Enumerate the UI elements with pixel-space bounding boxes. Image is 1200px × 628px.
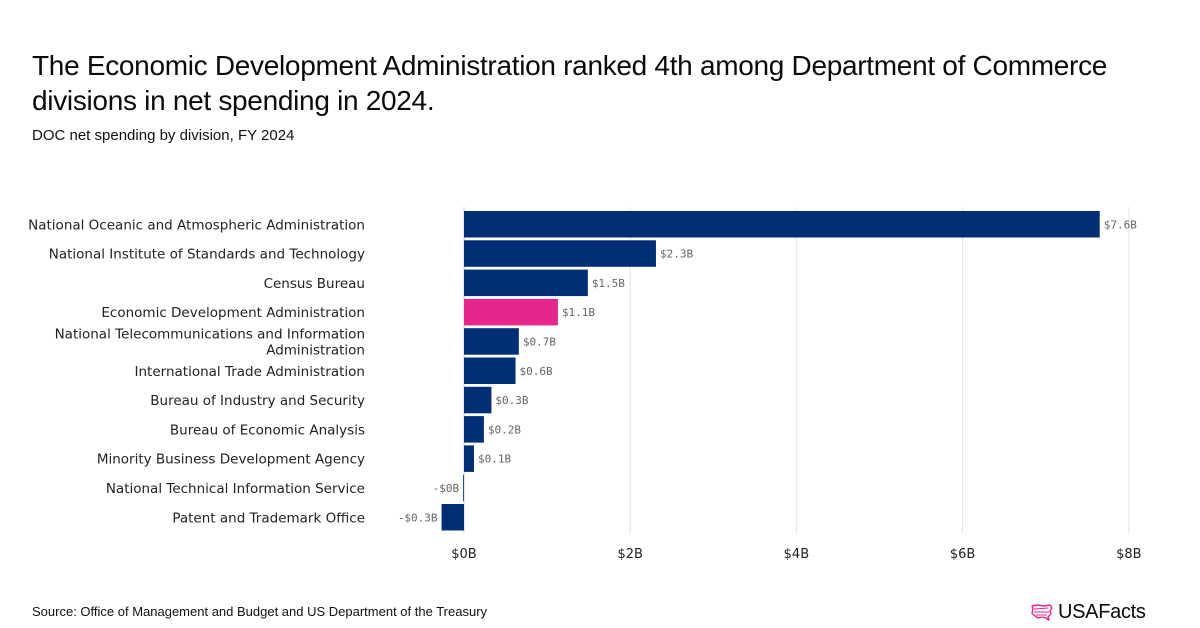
category-label: Bureau of Economic Analysis: [170, 422, 365, 438]
bar[interactable]: [464, 445, 474, 472]
bar[interactable]: [464, 357, 516, 385]
value-label: $1.1B: [562, 306, 595, 319]
bar[interactable]: [441, 504, 464, 531]
bar[interactable]: [464, 328, 519, 355]
bar[interactable]: [463, 474, 464, 502]
x-tick-label: $8B: [1116, 547, 1141, 562]
source-note: Source: Office of Management and Budget …: [32, 604, 488, 619]
category-labels: National Oceanic and Atmospheric Adminis…: [28, 217, 365, 526]
value-label: $1.5B: [592, 277, 625, 290]
value-label: $0.6B: [520, 365, 553, 378]
usafacts-logo[interactable]: USAFacts: [1030, 600, 1146, 624]
value-label: $0.2B: [488, 423, 521, 436]
x-tick-label: $0B: [451, 547, 476, 562]
logo-text: USAFacts: [1058, 600, 1146, 623]
category-label: International Trade Administration: [135, 364, 366, 380]
x-axis-ticks: $0B $2B $4B $6B $8B: [451, 547, 1141, 562]
category-label: National Telecommunications and Informat…: [55, 326, 365, 358]
category-label: Economic Development Administration: [101, 305, 365, 321]
category-label: Bureau of Industry and Security: [150, 393, 365, 409]
bars: [441, 211, 1100, 531]
value-label: $0.3B: [495, 394, 528, 407]
value-label: $2.3B: [660, 248, 693, 261]
category-label: Census Bureau: [264, 276, 365, 292]
bar[interactable]: [464, 269, 588, 297]
bar[interactable]: [464, 240, 656, 267]
bar-highlight[interactable]: [464, 298, 558, 326]
value-label: $0.7B: [523, 335, 556, 348]
value-labels: $7.6B $2.3B $1.5B $1.1B $0.7B $0.6B $0.3B $0.2B…: [398, 218, 1137, 524]
bar[interactable]: [464, 211, 1100, 238]
chart-subtitle: DOC net spending by division, FY 2024: [32, 127, 295, 144]
x-tick-label: $2B: [617, 547, 642, 562]
category-label: National Institute of Standards and Tech…: [49, 247, 365, 263]
usa-map-icon: [1031, 604, 1053, 621]
category-label: National Technical Information Service: [106, 481, 365, 497]
value-label: $0.1B: [478, 453, 511, 466]
chart-title: The Economic Development Administration …: [32, 50, 1108, 116]
category-label: National Oceanic and Atmospheric Adminis…: [28, 217, 365, 233]
category-label: Minority Business Development Agency: [97, 452, 365, 468]
x-tick-label: $6B: [950, 547, 975, 562]
bar[interactable]: [464, 386, 492, 414]
bar[interactable]: [464, 416, 484, 443]
x-tick-label: $4B: [784, 547, 809, 562]
value-label: -$0.3B: [398, 511, 438, 524]
category-label: Patent and Trademark Office: [172, 510, 365, 526]
value-label: $7.6B: [1104, 218, 1137, 231]
value-label: -$0B: [433, 482, 460, 495]
